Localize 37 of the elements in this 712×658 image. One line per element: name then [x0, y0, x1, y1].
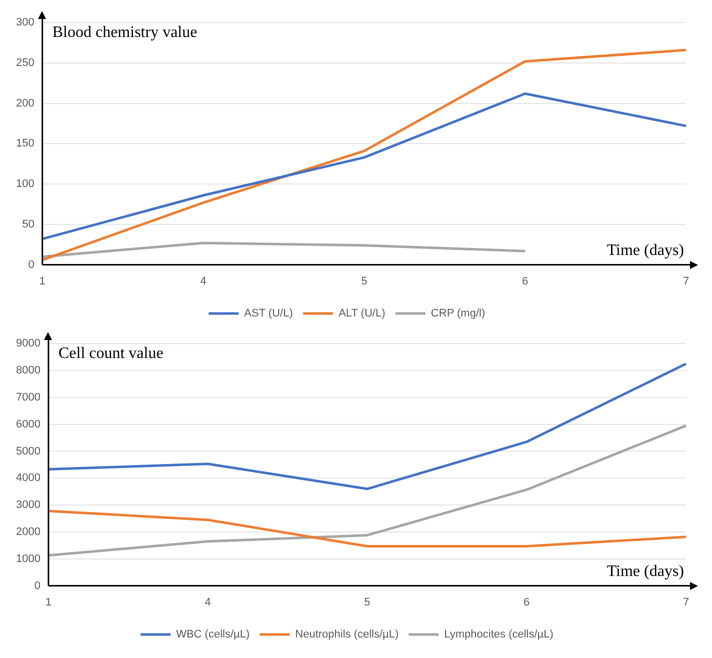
- legend-label: CRP (mg/l): [430, 308, 486, 320]
- y-tick-label: 150: [16, 138, 34, 150]
- x-tick-label: 4: [200, 275, 206, 288]
- x-tick-label: 7: [682, 596, 690, 608]
- legend-label: Lymphocites (cells/µL): [444, 628, 554, 641]
- y-axis-title: Blood chemistry value: [52, 24, 198, 41]
- legend-label: WBC (cells/µL): [176, 628, 250, 641]
- x-tick-label: 5: [361, 275, 368, 288]
- x-tick-label: 6: [522, 275, 528, 288]
- y-tick-label: 3000: [16, 499, 40, 512]
- legend-label: ALT (U/L): [338, 308, 386, 320]
- y-tick-label: 2000: [16, 526, 40, 538]
- y-tick-label: 1000: [16, 552, 40, 565]
- x-tick-label: 1: [39, 275, 46, 288]
- x-axis-title: Time (days): [606, 563, 684, 580]
- y-tick-label: 300: [16, 16, 34, 29]
- x-tick-label: 1: [45, 596, 52, 608]
- y-tick-label: 5000: [16, 445, 40, 458]
- y-tick-label: 8000: [16, 364, 40, 377]
- y-tick-label: 250: [16, 57, 34, 69]
- y-tick-label: 200: [16, 97, 34, 110]
- y-tick-label: 50: [22, 218, 34, 230]
- y-tick-label: 7000: [16, 391, 40, 404]
- x-tick-label: 5: [364, 596, 370, 608]
- x-axis-title: Time (days): [606, 242, 684, 260]
- x-tick-label: 4: [204, 596, 211, 608]
- legend-label: AST (U/L): [244, 308, 293, 320]
- legend-label: Neutrophils (cells/µL): [295, 628, 399, 641]
- y-axis-title: Cell count value: [58, 344, 164, 362]
- x-tick-label: 6: [524, 596, 530, 608]
- y-tick-label: 100: [16, 178, 34, 190]
- y-tick-label: 0: [34, 580, 40, 592]
- x-tick-label: 7: [682, 275, 690, 288]
- y-tick-label: 6000: [16, 418, 40, 430]
- y-tick-label: 0: [28, 258, 34, 271]
- y-tick-label: 9000: [16, 338, 40, 350]
- y-tick-label: 4000: [16, 472, 40, 484]
